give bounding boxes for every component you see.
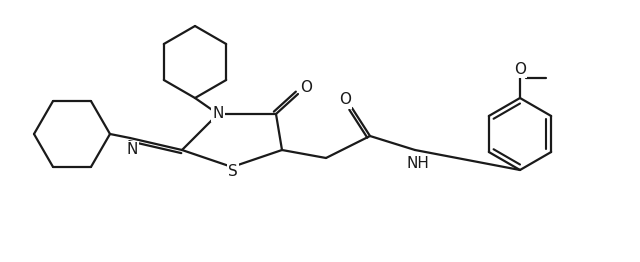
Text: O: O bbox=[514, 62, 526, 77]
Text: N: N bbox=[126, 143, 138, 157]
Text: NH: NH bbox=[406, 156, 429, 172]
Text: S: S bbox=[228, 165, 238, 179]
Text: O: O bbox=[339, 92, 351, 107]
Text: O: O bbox=[300, 80, 312, 96]
Text: N: N bbox=[212, 106, 224, 121]
